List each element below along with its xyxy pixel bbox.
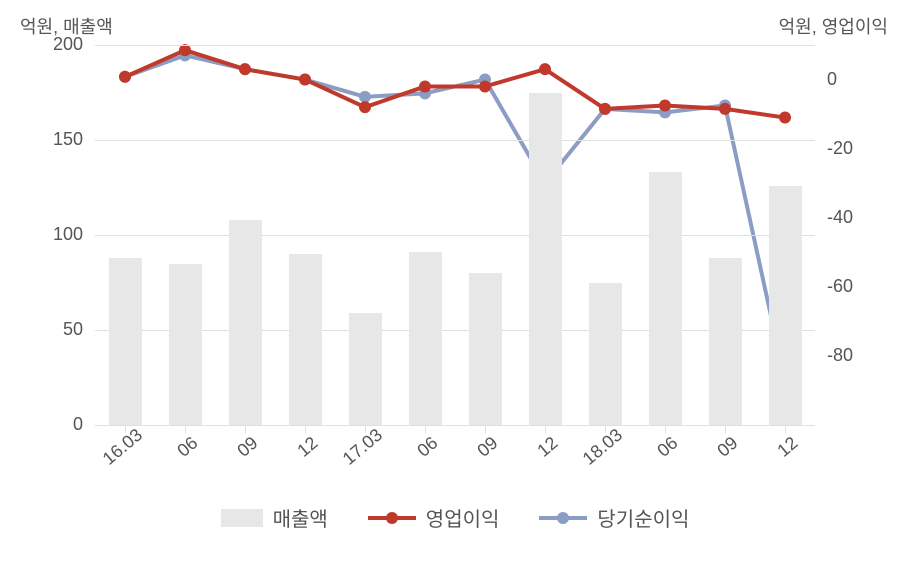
gridline xyxy=(95,235,815,236)
y-right-tick-label: -40 xyxy=(827,207,853,228)
legend-label: 영업이익 xyxy=(426,503,500,532)
x-tick-label: 06 xyxy=(653,433,682,462)
operating-profit-marker xyxy=(600,103,611,114)
x-tick-mark xyxy=(665,425,666,433)
legend-label: 매출액 xyxy=(273,503,328,532)
x-tick-label: 09 xyxy=(713,433,742,462)
operating-profit-marker xyxy=(720,103,731,114)
y-right-tick-label: -80 xyxy=(827,345,853,366)
operating-profit-marker xyxy=(660,100,671,111)
gridline xyxy=(95,45,815,46)
x-tick-label: 16.03 xyxy=(99,425,147,470)
y-left-tick-label: 0 xyxy=(0,414,83,435)
bar xyxy=(349,313,382,425)
operating-profit-marker xyxy=(420,81,431,92)
x-tick-mark xyxy=(425,425,426,433)
operating-profit-marker xyxy=(300,74,311,85)
operating-profit-marker xyxy=(360,102,371,113)
gridline xyxy=(95,425,815,426)
bar xyxy=(109,258,142,425)
x-tick-label: 12 xyxy=(533,433,562,462)
x-tick-label: 09 xyxy=(233,433,262,462)
x-tick-mark xyxy=(725,425,726,433)
operating-profit-marker xyxy=(480,81,491,92)
legend-item-bars: 매출액 xyxy=(221,503,328,532)
x-tick-label: 09 xyxy=(473,433,502,462)
x-tick-mark xyxy=(785,425,786,433)
legend-marker-icon xyxy=(557,512,569,524)
x-tick-label: 12 xyxy=(293,433,322,462)
operating-profit-line xyxy=(125,50,785,117)
bar xyxy=(289,254,322,425)
line-swatch-icon xyxy=(368,516,416,520)
legend-marker-icon xyxy=(386,512,398,524)
x-tick-mark xyxy=(545,425,546,433)
bar xyxy=(769,186,802,425)
x-tick-label: 18.03 xyxy=(579,425,627,470)
x-tick-mark xyxy=(245,425,246,433)
legend: 매출액 영업이익 당기순이익 xyxy=(95,503,815,532)
bar xyxy=(169,264,202,426)
x-tick-mark xyxy=(185,425,186,433)
x-tick-label: 06 xyxy=(413,433,442,462)
gridline xyxy=(95,140,815,141)
y-left-tick-label: 200 xyxy=(0,34,83,55)
bar xyxy=(649,172,682,425)
x-tick-mark xyxy=(305,425,306,433)
legend-item-line2: 당기순이익 xyxy=(539,503,689,532)
plot-area xyxy=(95,45,815,425)
net-income-line xyxy=(125,55,785,380)
x-tick-label: 12 xyxy=(773,433,802,462)
bar xyxy=(709,258,742,425)
line-swatch-icon xyxy=(539,516,587,520)
y-right-tick-label: 0 xyxy=(827,69,837,90)
x-tick-label: 06 xyxy=(173,433,202,462)
y-left-tick-label: 50 xyxy=(0,319,83,340)
bar xyxy=(469,273,502,425)
bar-swatch-icon xyxy=(221,509,263,527)
y-right-tick-label: -20 xyxy=(827,138,853,159)
operating-profit-marker xyxy=(180,45,191,56)
bar xyxy=(589,283,622,426)
y-left-tick-label: 100 xyxy=(0,224,83,245)
bar xyxy=(409,252,442,425)
operating-profit-marker xyxy=(120,71,131,82)
y-right-axis-title: 억원, 영업이익 xyxy=(779,13,888,39)
operating-profit-marker xyxy=(540,64,551,75)
net-income-marker xyxy=(360,91,371,102)
legend-item-line1: 영업이익 xyxy=(368,503,500,532)
y-right-tick-label: -60 xyxy=(827,276,853,297)
operating-profit-marker xyxy=(780,112,791,123)
x-tick-label: 17.03 xyxy=(339,425,387,470)
operating-profit-marker xyxy=(240,64,251,75)
bar xyxy=(529,93,562,426)
chart-container: 억원, 매출액 억원, 영업이익 매출액영업이익당기순이익 0501001502… xyxy=(0,0,908,580)
bar xyxy=(229,220,262,425)
legend-label: 당기순이익 xyxy=(597,503,689,532)
gridline xyxy=(95,330,815,331)
y-left-tick-label: 150 xyxy=(0,129,83,150)
x-tick-mark xyxy=(485,425,486,433)
